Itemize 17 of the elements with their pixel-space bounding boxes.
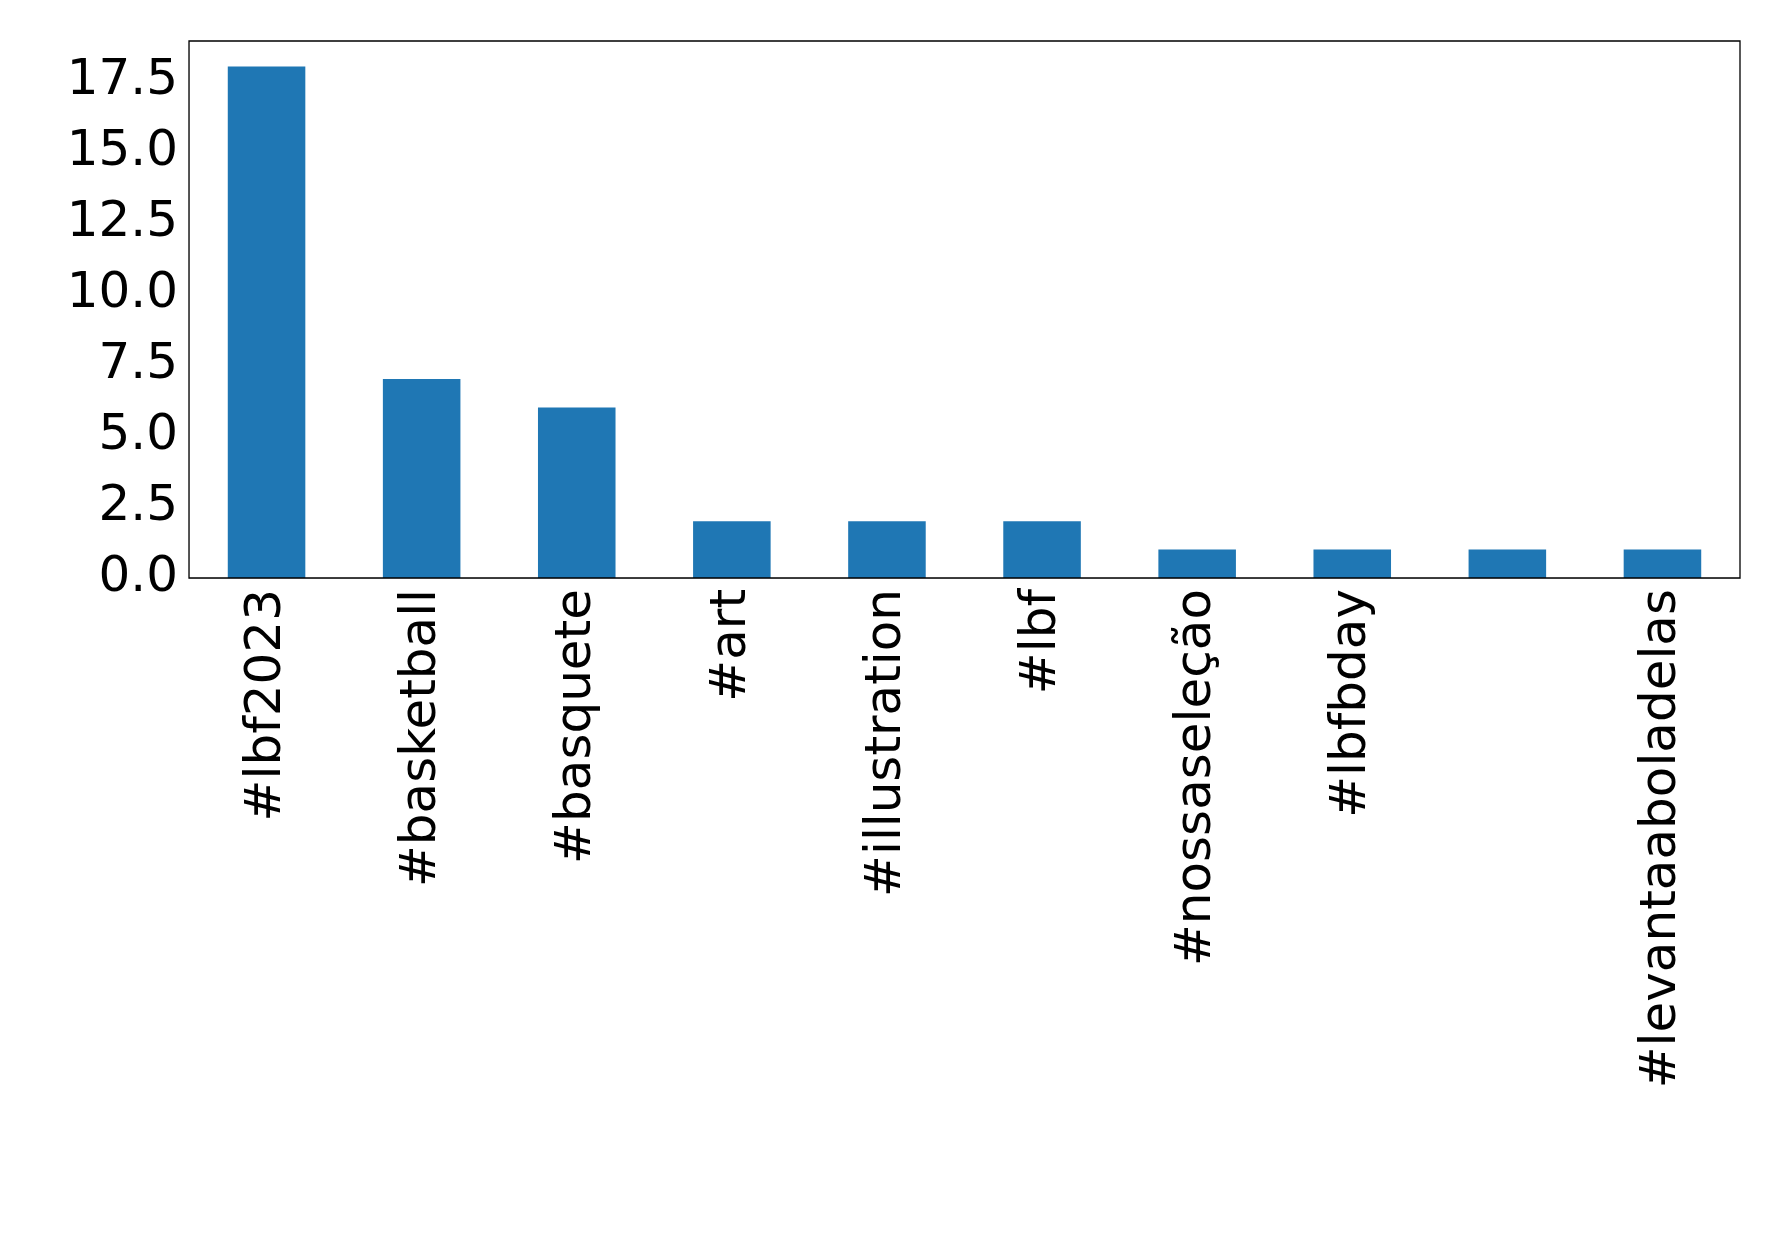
y-tick-label: 7.5 [98,331,178,390]
x-tick-label: #lbf [1009,587,1068,695]
y-tick-label: 15.0 [66,118,178,177]
y-tick-label: 5.0 [98,402,178,461]
x-tick-label: #nossaseleção [1164,589,1223,967]
y-tick-label: 17.5 [66,47,178,106]
x-tick-label: #art [698,589,757,702]
y-tick-label: 0.0 [98,544,178,603]
x-tick-label: #lbf2023 [233,589,292,822]
y-tick-label: 10.0 [66,260,178,319]
x-tick-label: #lbfbday [1319,589,1378,818]
x-tick-label: #basquete [543,589,602,864]
x-tick-label: #levantaaboladelas [1629,589,1688,1089]
y-tick-label: 2.5 [98,473,178,532]
x-tick-label: #illustration [853,589,912,897]
x-tick-label: #basketball [388,589,447,888]
y-tick-label: 12.5 [66,189,178,248]
